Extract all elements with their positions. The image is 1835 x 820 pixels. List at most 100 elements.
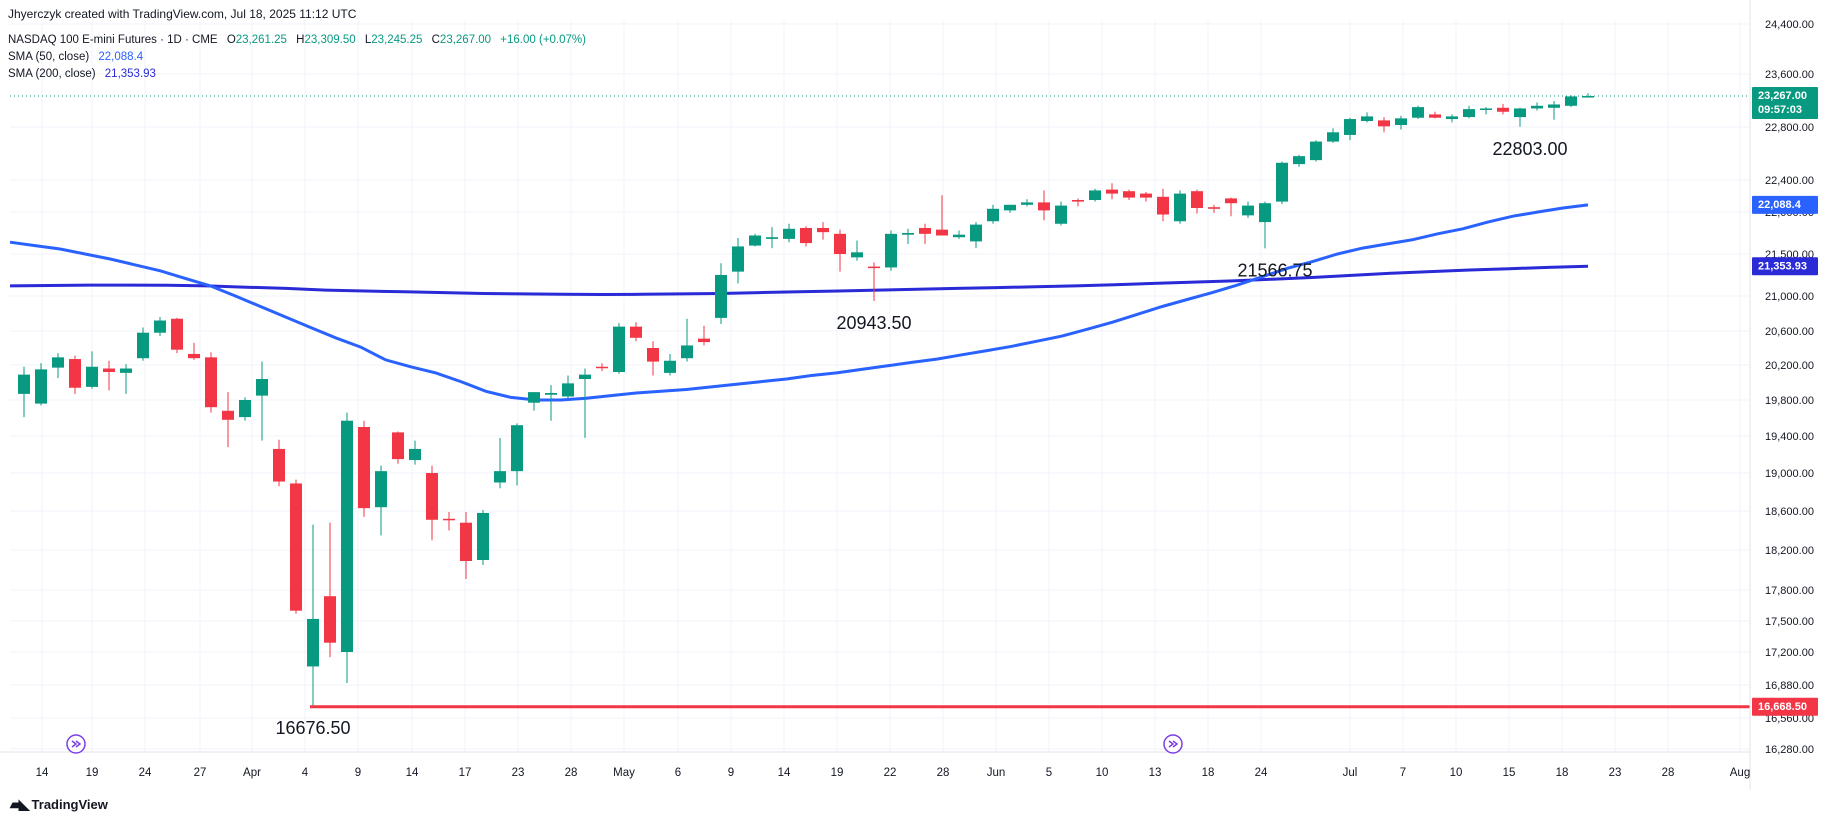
price-annotations: 16676.50 20943.50 21566.75 22803.00 xyxy=(275,139,1567,738)
last-price-tag-text: 23,267.00 xyxy=(1758,90,1807,102)
x-tick-label: Jun xyxy=(987,767,1006,779)
candle xyxy=(902,228,914,244)
x-tick-label: 24 xyxy=(139,767,152,779)
tradingview-logo[interactable]: ▰◣ TradingView xyxy=(10,796,108,813)
candle xyxy=(1123,189,1135,200)
candle xyxy=(1412,105,1424,120)
candle xyxy=(137,327,149,361)
candle-body xyxy=(188,353,200,359)
price-annotation-label: 20943.50 xyxy=(836,313,911,333)
candle xyxy=(681,318,693,362)
y-tick-label: 24,400.00 xyxy=(1765,19,1814,31)
x-tick-label: 23 xyxy=(1609,767,1622,779)
candle-body xyxy=(1293,156,1305,165)
candle xyxy=(375,465,387,536)
symbol-legend[interactable]: NASDAQ 100 E-mini Futures · 1D · CME O23… xyxy=(8,34,586,46)
replay-icon[interactable] xyxy=(1163,734,1183,754)
candle-body xyxy=(1446,116,1458,120)
candle-body xyxy=(341,420,353,652)
candle xyxy=(647,341,659,376)
candle-body xyxy=(630,326,642,338)
low-label: L xyxy=(364,34,372,46)
candle-body xyxy=(1208,207,1220,209)
replay-icon-arrows xyxy=(71,740,82,748)
y-tick-label: 19,800.00 xyxy=(1765,395,1814,407)
x-axis: 14 19 24 27 Apr 4 9 14 17 23 28 May 6 9 14 19 22 28 Jun 5 10… xyxy=(0,0,1751,790)
x-tick-label: May xyxy=(613,767,635,779)
candle xyxy=(1106,183,1118,200)
x-tick-label: 14 xyxy=(36,767,49,779)
candle-body xyxy=(1089,190,1101,200)
candle-body xyxy=(256,379,268,396)
candle xyxy=(409,440,421,465)
candle xyxy=(103,360,115,391)
x-tick-label: 5 xyxy=(1046,767,1052,779)
candle-body xyxy=(562,383,574,397)
candle-body xyxy=(1582,96,1594,98)
candle-body xyxy=(1157,196,1169,215)
candle-body xyxy=(800,227,812,244)
replay-icon[interactable] xyxy=(66,734,86,754)
candle xyxy=(987,204,999,224)
sma-50-value: 22,088.4 xyxy=(98,51,144,63)
candle-body xyxy=(1140,193,1152,198)
candle-body xyxy=(1174,193,1186,222)
candle xyxy=(188,342,200,360)
high-label: H xyxy=(296,34,305,46)
close-label: C xyxy=(431,34,440,46)
x-tick-label: 17 xyxy=(459,767,472,779)
candle xyxy=(1327,128,1339,143)
candle xyxy=(1497,103,1509,115)
candle xyxy=(698,325,710,346)
candle-body xyxy=(851,252,863,258)
candle-body xyxy=(817,227,829,233)
sma-50-tag-bg xyxy=(1752,195,1818,214)
x-tick-label: 14 xyxy=(406,767,419,779)
candle xyxy=(1208,204,1220,213)
candle-body xyxy=(1412,107,1424,118)
x-tick-label: 28 xyxy=(565,767,578,779)
last-price-tag: 23,267.00 09:57:03 xyxy=(1752,87,1818,120)
candle xyxy=(494,437,506,489)
candle xyxy=(392,431,404,464)
candle-body xyxy=(358,427,370,509)
candle xyxy=(1429,111,1441,119)
candle-body xyxy=(86,366,98,387)
sma-50-path xyxy=(9,203,1589,402)
candle-body xyxy=(460,522,472,561)
candle-body xyxy=(375,471,387,508)
candle xyxy=(1191,189,1203,214)
candle xyxy=(613,323,625,374)
sma-50-line xyxy=(9,203,1589,402)
y-tick-label: 22,800.00 xyxy=(1765,122,1814,134)
y-tick-label: 18,600.00 xyxy=(1765,506,1814,518)
candle xyxy=(732,238,744,284)
candle xyxy=(1055,201,1067,226)
x-tick-label: 18 xyxy=(1556,767,1569,779)
x-tick-label: 4 xyxy=(302,767,309,779)
candle-body xyxy=(545,393,557,395)
sma-50-label: SMA (50, close) xyxy=(8,51,90,63)
candle-body xyxy=(1259,203,1271,223)
y-tick-label: 16,560.00 xyxy=(1765,713,1814,725)
candle-body xyxy=(392,432,404,460)
high-value: 23,309.50 xyxy=(304,34,356,46)
y-tick-label: 16,280.00 xyxy=(1765,744,1814,756)
candle xyxy=(1548,101,1560,120)
candle xyxy=(307,524,319,706)
candle-body xyxy=(52,357,64,368)
candle xyxy=(885,230,897,271)
x-tick-label: Jul xyxy=(1343,767,1358,779)
candle xyxy=(783,223,795,243)
sma-50-legend[interactable]: SMA (50, close) 22,088.4 xyxy=(8,51,143,63)
candle xyxy=(35,363,47,406)
candle-body xyxy=(766,237,778,239)
sma-200-legend[interactable]: SMA (200, close) 21,353.93 xyxy=(8,68,156,80)
y-tick-label: 20,200.00 xyxy=(1765,360,1814,372)
candle xyxy=(324,522,336,658)
candle-body xyxy=(749,235,761,246)
candle xyxy=(715,263,727,324)
candle-body xyxy=(137,332,149,359)
candle xyxy=(630,322,642,342)
